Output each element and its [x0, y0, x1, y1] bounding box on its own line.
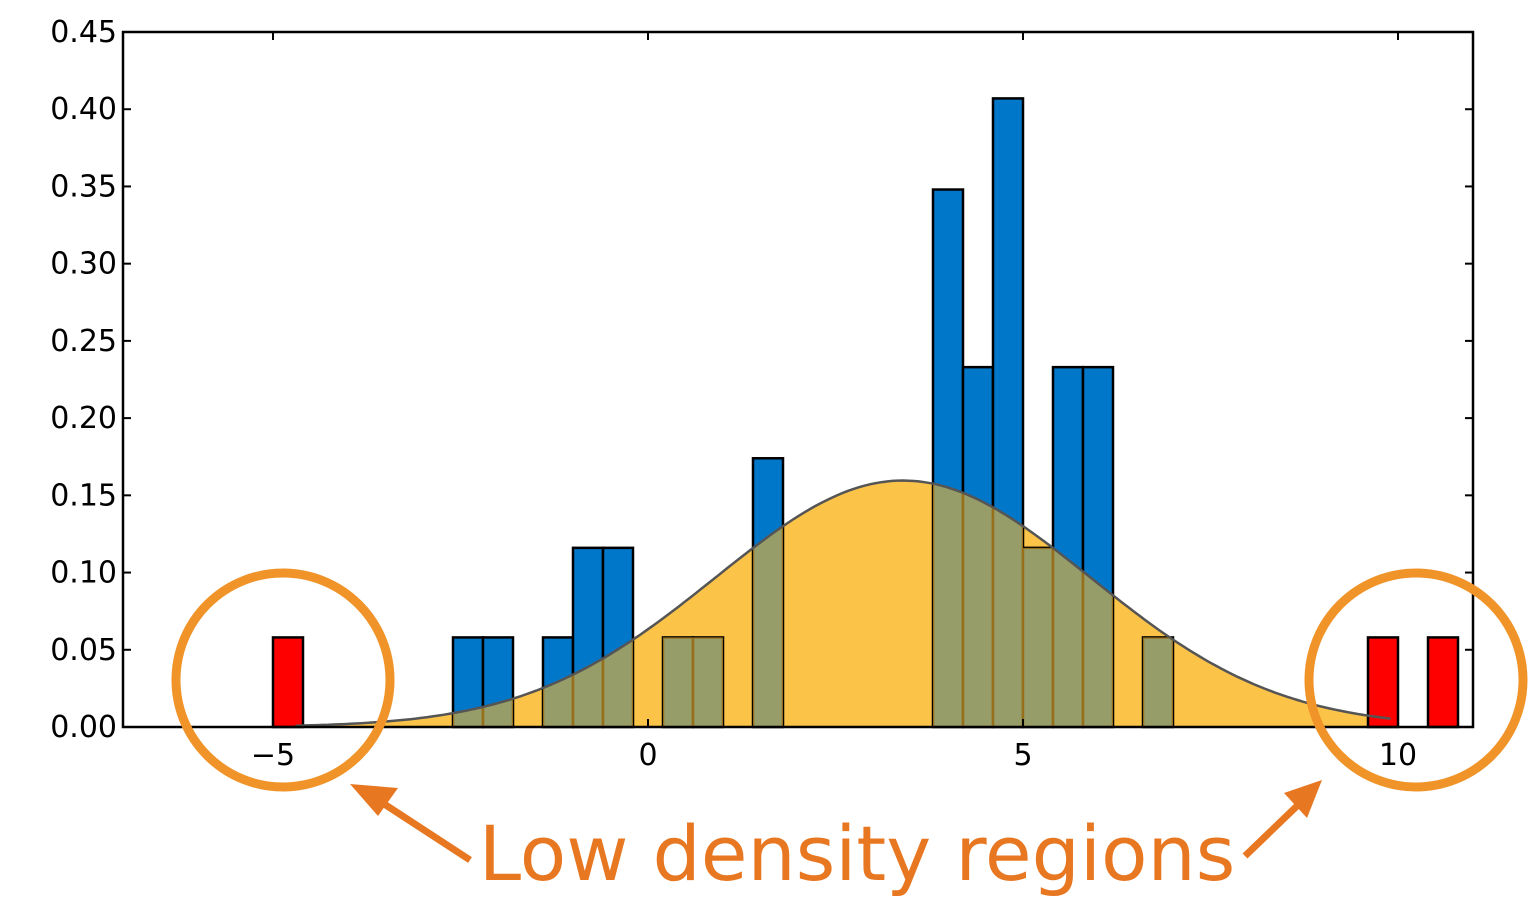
y-tick-label: 0.35	[50, 169, 117, 204]
density-layer	[295, 480, 1391, 727]
x-tick-label: 5	[1013, 738, 1032, 773]
annotation-text: Low density regions	[479, 809, 1236, 898]
y-tick-label: 0.05	[50, 633, 117, 668]
y-tick-label: 0.25	[50, 324, 117, 359]
annotation-layer: Low density regions	[171, 568, 1528, 898]
x-tick-label: 0	[638, 738, 657, 773]
left-arrow-shaft	[376, 797, 472, 863]
outlier-bar	[271, 636, 305, 729]
density-area	[295, 480, 1391, 727]
y-tick-label: 0.40	[50, 92, 117, 127]
y-tick-label: 0.30	[50, 247, 117, 282]
y-tick-label: 0.45	[50, 15, 117, 50]
y-tick-label: 0.00	[50, 710, 117, 745]
right-arrow-head	[1284, 780, 1322, 818]
y-tick-label: 0.20	[50, 401, 117, 436]
density-curve	[295, 479, 1391, 727]
left-arrow-head	[350, 784, 398, 816]
outlier-bar	[1426, 636, 1460, 729]
y-tick-label: 0.15	[50, 478, 117, 513]
right-outlier-circle	[1304, 568, 1528, 792]
x-tick-label: 10	[1379, 738, 1417, 773]
y-tick-label: 0.10	[50, 556, 117, 591]
plot-frame	[121, 30, 1475, 729]
x-tick-label: −5	[251, 738, 295, 773]
ticks-layer: −5 0 5 10 0.00 0.05 0.10 0.15 0.20 0.25 0.30 0.35 0.…	[50, 15, 1473, 773]
outlier-bar	[1366, 636, 1400, 729]
right-arrow-shaft	[1242, 802, 1301, 859]
left-outlier-circle	[171, 568, 395, 792]
